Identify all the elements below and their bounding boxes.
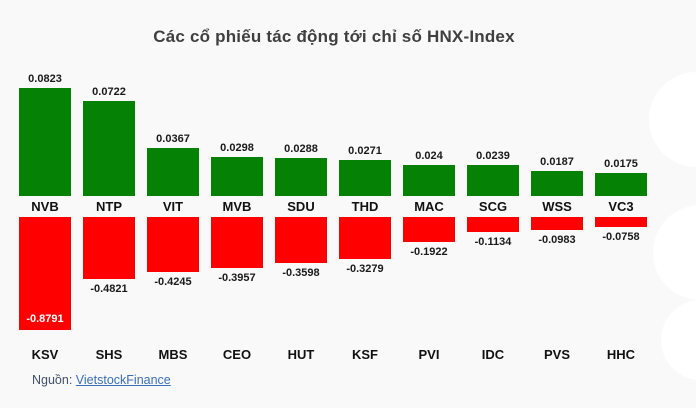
bottom-ticker-label: MBS: [158, 347, 188, 362]
positive-bar: [403, 164, 455, 196]
positive-bar: [467, 164, 519, 196]
negative-value-label: -0.3957: [218, 271, 256, 284]
negative-bar: [531, 217, 583, 230]
positive-bar: [19, 88, 71, 196]
positive-bar: [531, 171, 583, 196]
top-ticker-label: NVB: [31, 199, 59, 214]
negative-bar: [19, 217, 71, 330]
top-ticker-label: VC3: [608, 199, 634, 214]
positive-bar: [147, 147, 199, 196]
negative-bar: [83, 217, 135, 279]
negative-value-label: -0.0758: [602, 230, 640, 243]
positive-bar: [211, 156, 263, 196]
positive-value-label: 0.0367: [156, 132, 190, 145]
positive-bar: [339, 160, 391, 196]
chart-title: Các cổ phiếu tác động tới chỉ số HNX-Ind…: [153, 27, 515, 46]
bottom-ticker-label: SHS: [95, 347, 123, 362]
negative-bar: [467, 217, 519, 232]
negative-bar: [275, 217, 327, 264]
top-ticker-label: MAC: [414, 199, 444, 214]
positive-bar: [275, 158, 327, 196]
top-ticker-label: VIT: [162, 199, 184, 214]
positive-value-label: 0.0288: [284, 143, 318, 156]
negative-bar: [403, 217, 455, 242]
bottom-ticker-label: HUT: [287, 347, 315, 362]
negative-bar: [595, 217, 647, 227]
positive-value-label: 0.0175: [604, 158, 638, 171]
negative-value-label: -0.4821: [90, 282, 128, 295]
positive-value-label: 0.024: [415, 149, 443, 162]
positive-value-label: 0.0298: [220, 141, 254, 154]
negative-value-label: -0.4245: [154, 275, 192, 288]
positive-value-label: 0.0187: [540, 156, 574, 169]
negative-value-label: -0.3279: [346, 263, 384, 276]
source-label: Nguồn:: [32, 373, 73, 387]
negative-value-label: -0.3598: [282, 267, 320, 280]
negative-bar: [339, 217, 391, 260]
bottom-ticker-label: KSV: [31, 347, 59, 362]
bottom-ticker-label: CEO: [222, 347, 252, 362]
top-ticker-label: NTP: [96, 199, 122, 214]
bottom-ticker-label: IDC: [481, 347, 505, 362]
top-ticker-label: SCG: [478, 199, 508, 214]
top-ticker-label: THD: [351, 199, 379, 214]
negative-value-label: -0.1922: [410, 245, 448, 258]
negative-bar: [211, 217, 263, 268]
negative-value-label: -0.8791: [26, 313, 64, 325]
bottom-ticker-label: PVI: [418, 347, 440, 362]
positive-bar: [595, 173, 647, 196]
positive-value-label: 0.0271: [348, 145, 382, 158]
negative-bar: [147, 217, 199, 272]
negative-value-label: -0.0983: [538, 233, 576, 246]
negative-value-label: -0.1134: [474, 235, 512, 248]
top-ticker-label: WSS: [542, 199, 572, 214]
bottom-ticker-label: KSF: [352, 347, 378, 362]
bottom-ticker-label: HHC: [606, 347, 636, 362]
top-ticker-label: MVB: [222, 199, 252, 214]
top-ticker-label: SDU: [287, 199, 315, 214]
positive-value-label: 0.0239: [476, 149, 510, 162]
source-line: Nguồn: VietstockFinance: [32, 373, 171, 387]
source-link[interactable]: VietstockFinance: [75, 373, 171, 387]
bottom-ticker-label: PVS: [543, 347, 570, 362]
positive-value-label: 0.0722: [92, 86, 126, 99]
positive-bar: [83, 101, 135, 196]
positive-value-label: 0.0823: [28, 73, 62, 85]
